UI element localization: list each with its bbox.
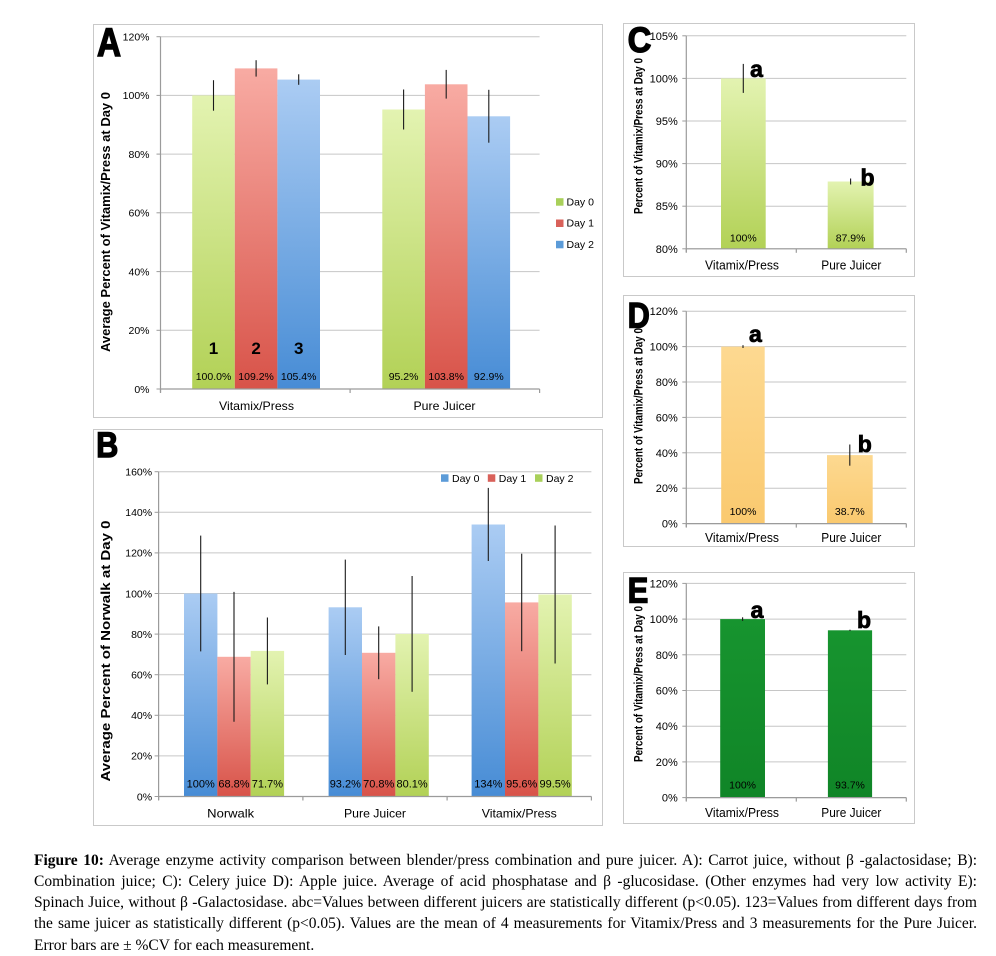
svg-text:D: D xyxy=(628,296,650,335)
svg-text:100%: 100% xyxy=(650,342,678,354)
svg-text:38.7%: 38.7% xyxy=(835,506,865,518)
svg-text:20%: 20% xyxy=(131,751,152,763)
svg-text:60%: 60% xyxy=(656,686,678,698)
svg-text:40%: 40% xyxy=(131,710,152,722)
svg-text:95.6%: 95.6% xyxy=(506,779,537,791)
svg-text:85%: 85% xyxy=(656,201,678,213)
svg-text:Average Percent of Norwalk at: Average Percent of Norwalk at Day 0 xyxy=(98,521,113,782)
svg-text:120%: 120% xyxy=(650,306,678,318)
svg-text:B: B xyxy=(96,429,118,465)
svg-text:105.4%: 105.4% xyxy=(281,371,317,383)
svg-text:Day 0: Day 0 xyxy=(567,196,595,208)
svg-text:87.9%: 87.9% xyxy=(836,233,866,245)
svg-text:80%: 80% xyxy=(656,244,678,256)
svg-text:120%: 120% xyxy=(125,548,152,560)
svg-text:1: 1 xyxy=(209,339,218,358)
svg-text:92.9%: 92.9% xyxy=(474,371,504,383)
svg-text:b: b xyxy=(858,431,872,457)
svg-text:100.0%: 100.0% xyxy=(196,371,232,383)
svg-text:Vitamix/Press: Vitamix/Press xyxy=(705,530,779,545)
svg-text:Vitamix/Press: Vitamix/Press xyxy=(705,258,779,273)
svg-text:20%: 20% xyxy=(656,483,678,495)
svg-text:Percent of Vitamix/Press at Da: Percent of Vitamix/Press at Day 0 xyxy=(632,58,646,214)
svg-text:a: a xyxy=(751,597,764,623)
svg-text:Day 2: Day 2 xyxy=(567,239,595,251)
svg-text:Vitamix/Press: Vitamix/Press xyxy=(482,807,557,821)
svg-text:Pure Juicer: Pure Juicer xyxy=(414,399,476,413)
svg-text:b: b xyxy=(857,607,871,633)
svg-text:Average Percent of Vitamix/Pre: Average Percent of Vitamix/Press at Day … xyxy=(98,92,113,352)
svg-text:100%: 100% xyxy=(650,73,678,85)
svg-text:60%: 60% xyxy=(131,670,152,682)
svg-text:99.5%: 99.5% xyxy=(539,779,570,791)
svg-text:0%: 0% xyxy=(662,793,678,805)
svg-text:60%: 60% xyxy=(128,208,149,220)
svg-text:80%: 80% xyxy=(656,650,678,662)
svg-text:Day 2: Day 2 xyxy=(546,473,574,485)
svg-text:68.8%: 68.8% xyxy=(218,779,249,791)
svg-text:100%: 100% xyxy=(650,614,678,626)
svg-text:C: C xyxy=(628,23,652,60)
svg-text:Vitamix/Press: Vitamix/Press xyxy=(219,399,294,413)
svg-text:Day 1: Day 1 xyxy=(499,473,527,485)
svg-text:40%: 40% xyxy=(128,266,149,278)
svg-text:80%: 80% xyxy=(128,149,149,161)
svg-text:160%: 160% xyxy=(125,467,152,479)
svg-text:109.2%: 109.2% xyxy=(238,371,274,383)
svg-text:a: a xyxy=(749,321,762,347)
svg-text:100%: 100% xyxy=(125,588,152,600)
svg-text:100%: 100% xyxy=(729,780,756,792)
svg-text:100%: 100% xyxy=(123,90,150,102)
svg-text:Day 1: Day 1 xyxy=(567,218,595,230)
svg-text:0%: 0% xyxy=(137,791,152,803)
svg-text:Percent of Vitamix/Press at Da: Percent of Vitamix/Press at Day 0 xyxy=(632,328,646,484)
svg-text:Pure Juicer: Pure Juicer xyxy=(344,807,406,821)
svg-text:40%: 40% xyxy=(656,721,678,733)
svg-text:95%: 95% xyxy=(656,116,678,128)
svg-text:90%: 90% xyxy=(656,159,678,171)
svg-text:100%: 100% xyxy=(730,233,757,245)
svg-text:103.8%: 103.8% xyxy=(428,371,464,383)
svg-text:80%: 80% xyxy=(656,377,678,389)
svg-text:Vitamix/Press: Vitamix/Press xyxy=(705,805,779,820)
svg-text:20%: 20% xyxy=(656,757,678,769)
svg-text:105%: 105% xyxy=(650,31,678,43)
svg-text:93.2%: 93.2% xyxy=(330,779,361,791)
svg-text:0%: 0% xyxy=(662,519,678,531)
svg-text:120%: 120% xyxy=(650,578,678,590)
svg-text:Pure Juicer: Pure Juicer xyxy=(821,805,882,820)
svg-text:Percent of Vitamix/Press at Da: Percent of Vitamix/Press at Day 0 xyxy=(632,606,646,762)
svg-text:100%: 100% xyxy=(730,506,757,518)
svg-text:71.7%: 71.7% xyxy=(252,779,283,791)
svg-text:20%: 20% xyxy=(128,325,149,337)
svg-text:2: 2 xyxy=(251,339,260,358)
svg-text:40%: 40% xyxy=(656,448,678,460)
svg-text:140%: 140% xyxy=(125,507,152,519)
svg-text:70.8%: 70.8% xyxy=(363,779,394,791)
svg-text:80.1%: 80.1% xyxy=(396,779,427,791)
svg-text:b: b xyxy=(860,164,874,190)
svg-text:E: E xyxy=(628,572,649,611)
svg-text:134%: 134% xyxy=(474,779,502,791)
svg-text:Norwalk: Norwalk xyxy=(207,807,255,821)
svg-text:a: a xyxy=(750,56,763,82)
svg-text:60%: 60% xyxy=(656,412,678,424)
svg-text:93.7%: 93.7% xyxy=(835,780,865,792)
svg-text:120%: 120% xyxy=(123,32,150,44)
svg-text:Pure Juicer: Pure Juicer xyxy=(821,530,882,545)
svg-text:100%: 100% xyxy=(187,779,215,791)
svg-text:Pure Juicer: Pure Juicer xyxy=(821,258,882,273)
svg-text:Day 0: Day 0 xyxy=(452,473,480,485)
svg-text:95.2%: 95.2% xyxy=(389,371,419,383)
svg-text:80%: 80% xyxy=(131,629,152,641)
svg-text:0%: 0% xyxy=(134,384,149,396)
svg-text:3: 3 xyxy=(294,339,303,358)
svg-text:A: A xyxy=(97,24,121,65)
